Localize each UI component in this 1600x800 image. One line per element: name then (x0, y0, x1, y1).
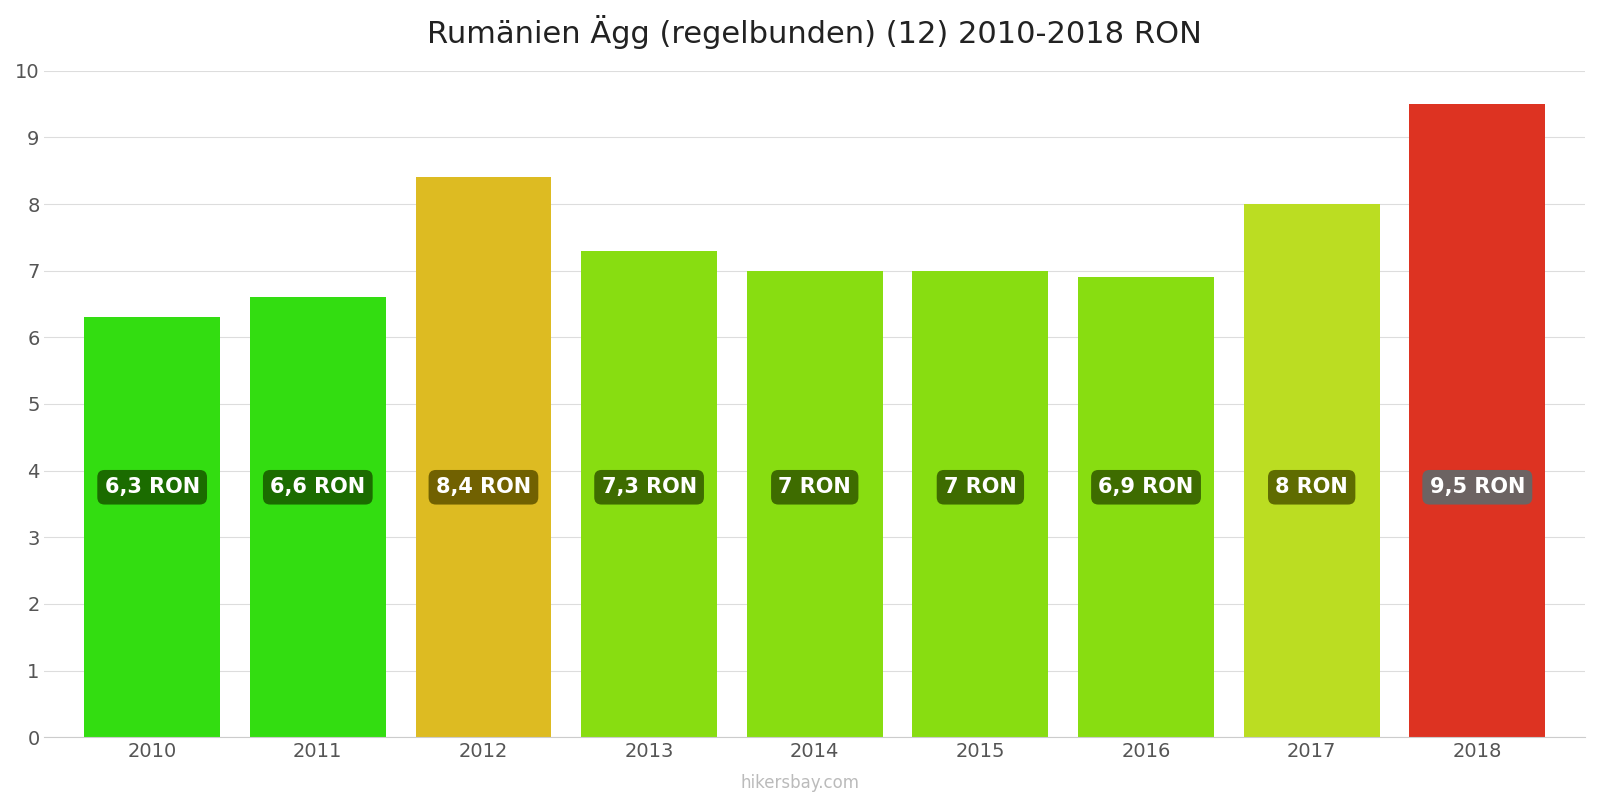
Text: 8,4 RON: 8,4 RON (435, 478, 531, 498)
Text: 7,3 RON: 7,3 RON (602, 478, 696, 498)
Bar (581, 250, 717, 737)
Title: Rumänien Ägg (regelbunden) (12) 2010-2018 RON: Rumänien Ägg (regelbunden) (12) 2010-201… (427, 15, 1202, 49)
Bar (250, 298, 386, 737)
Bar (1410, 104, 1546, 737)
Bar (1243, 204, 1379, 737)
Bar (912, 270, 1048, 737)
Bar (85, 318, 221, 737)
Text: 7 RON: 7 RON (778, 478, 851, 498)
Text: 6,9 RON: 6,9 RON (1099, 478, 1194, 498)
Text: 8 RON: 8 RON (1275, 478, 1349, 498)
Text: 6,6 RON: 6,6 RON (270, 478, 365, 498)
Text: hikersbay.com: hikersbay.com (741, 774, 859, 792)
Bar (747, 270, 883, 737)
Text: 9,5 RON: 9,5 RON (1430, 478, 1525, 498)
Bar (1078, 278, 1214, 737)
Text: 7 RON: 7 RON (944, 478, 1016, 498)
Bar (416, 178, 552, 737)
Text: 6,3 RON: 6,3 RON (104, 478, 200, 498)
